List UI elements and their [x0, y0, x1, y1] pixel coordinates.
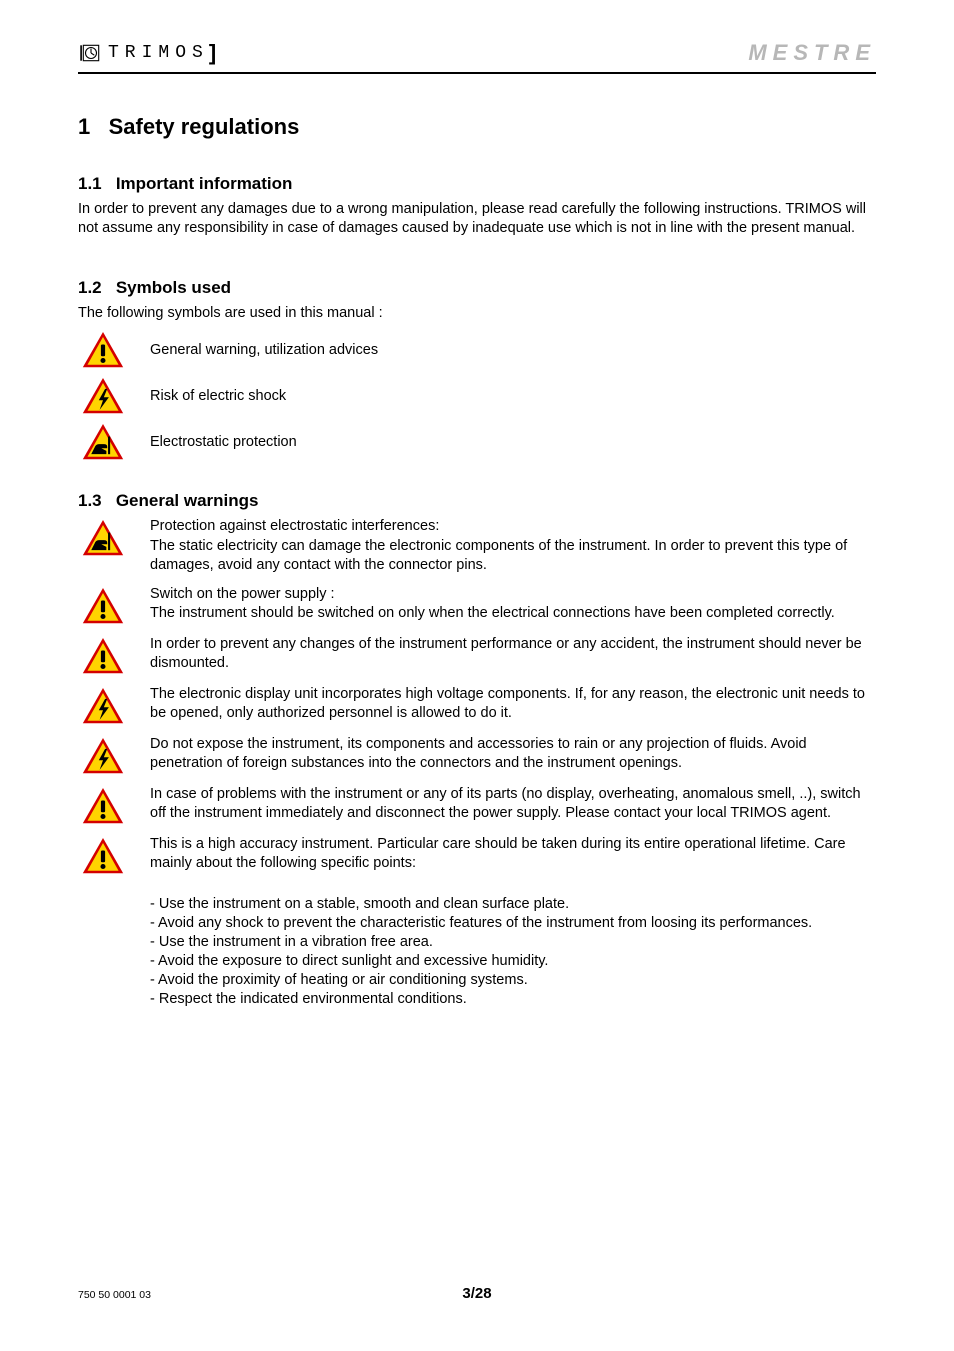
subsection-1-2-title-text: Symbols used	[116, 278, 231, 297]
warning-icon	[82, 331, 124, 369]
warning-text: Switch on the power supply :The instrume…	[150, 585, 876, 623]
warning-text: This is a high accuracy instrument. Part…	[150, 835, 876, 873]
page-footer: 750 50 0001 03 3/28 .	[78, 1285, 876, 1303]
subsection-1-1-title-text: Important information	[116, 174, 293, 193]
brand-left: TRIMOS ]	[78, 40, 216, 66]
section-number: 1	[78, 114, 90, 139]
symbol-label: Risk of electric shock	[150, 388, 286, 404]
esd-icon	[82, 519, 124, 557]
warning-icon	[82, 787, 124, 825]
esd-icon	[82, 423, 124, 461]
warning-item: Do not expose the instrument, its compon…	[78, 735, 876, 775]
brand-right: MESTRE	[748, 40, 876, 66]
warning-text: In case of problems with the instrument …	[150, 785, 876, 823]
warning-item: Switch on the power supply :The instrume…	[78, 585, 876, 625]
subsection-1-1-body: In order to prevent any damages due to a…	[78, 200, 876, 238]
warning-item: Protection against electrostatic interfe…	[78, 517, 876, 574]
shock-icon	[82, 377, 124, 415]
header-rule	[78, 72, 876, 74]
subsection-1-3: 1.3 General warnings Protection against …	[78, 491, 876, 1009]
subsection-1-2-number: 1.2	[78, 278, 102, 297]
warning-item: The electronic display unit incorporates…	[78, 685, 876, 725]
warning-icon	[82, 587, 124, 625]
bullets-block: - Use the instrument on a stable, smooth…	[78, 885, 876, 1010]
bullet-line: - Avoid any shock to prevent the charact…	[159, 914, 876, 933]
symbol-row: General warning, utilization advices	[78, 331, 876, 369]
warning-item: This is a high accuracy instrument. Part…	[78, 835, 876, 875]
warning-item: In order to prevent any changes of the i…	[78, 635, 876, 675]
subsection-1-1-number: 1.1	[78, 174, 102, 193]
warning-icon	[82, 837, 124, 875]
warning-text: The electronic display unit incorporates…	[150, 685, 876, 723]
subsection-1-1-title: 1.1 Important information	[78, 174, 876, 194]
subsection-1-1: 1.1 Important information In order to pr…	[78, 174, 876, 238]
shock-icon	[82, 737, 124, 775]
bullets-list: - Use the instrument on a stable, smooth…	[150, 895, 876, 1010]
subsection-1-3-number: 1.3	[78, 491, 102, 510]
section-title-text: Safety regulations	[109, 114, 300, 139]
symbol-row: Risk of electric shock	[78, 377, 876, 415]
bullet-line: - Avoid the exposure to direct sunlight …	[159, 952, 876, 971]
bullet-line: - Use the instrument in a vibration free…	[159, 933, 876, 952]
symbol-label: Electrostatic protection	[150, 434, 297, 450]
brand-left-mark-icon	[78, 42, 104, 64]
page-header: TRIMOS ] MESTRE	[78, 40, 876, 70]
subsection-1-3-title: 1.3 General warnings	[78, 491, 876, 511]
shock-icon	[82, 687, 124, 725]
warning-text: Do not expose the instrument, its compon…	[150, 735, 876, 773]
subsection-1-2: 1.2 Symbols used The following symbols a…	[78, 278, 876, 461]
page: TRIMOS ] MESTRE 1 Safety regulations 1.1…	[0, 0, 954, 1351]
bullet-line: - Use the instrument on a stable, smooth…	[159, 895, 876, 914]
section-title: 1 Safety regulations	[78, 114, 876, 140]
brand-left-bracket: ]	[209, 40, 216, 66]
warning-text: In order to prevent any changes of the i…	[150, 635, 876, 673]
warning-text: Protection against electrostatic interfe…	[150, 517, 876, 574]
subsection-1-3-title-text: General warnings	[116, 491, 259, 510]
subsection-1-2-intro: The following symbols are used in this m…	[78, 304, 876, 323]
footer-page-number: 3/28	[78, 1285, 876, 1302]
brand-left-text: TRIMOS	[108, 43, 209, 63]
subsection-1-2-title: 1.2 Symbols used	[78, 278, 876, 298]
bullet-line: - Respect the indicated environmental co…	[159, 990, 876, 1009]
symbol-row: Electrostatic protection	[78, 423, 876, 461]
warning-icon	[82, 637, 124, 675]
bullet-line: - Avoid the proximity of heating or air …	[159, 971, 876, 990]
symbol-label: General warning, utilization advices	[150, 342, 378, 358]
warning-item: In case of problems with the instrument …	[78, 785, 876, 825]
